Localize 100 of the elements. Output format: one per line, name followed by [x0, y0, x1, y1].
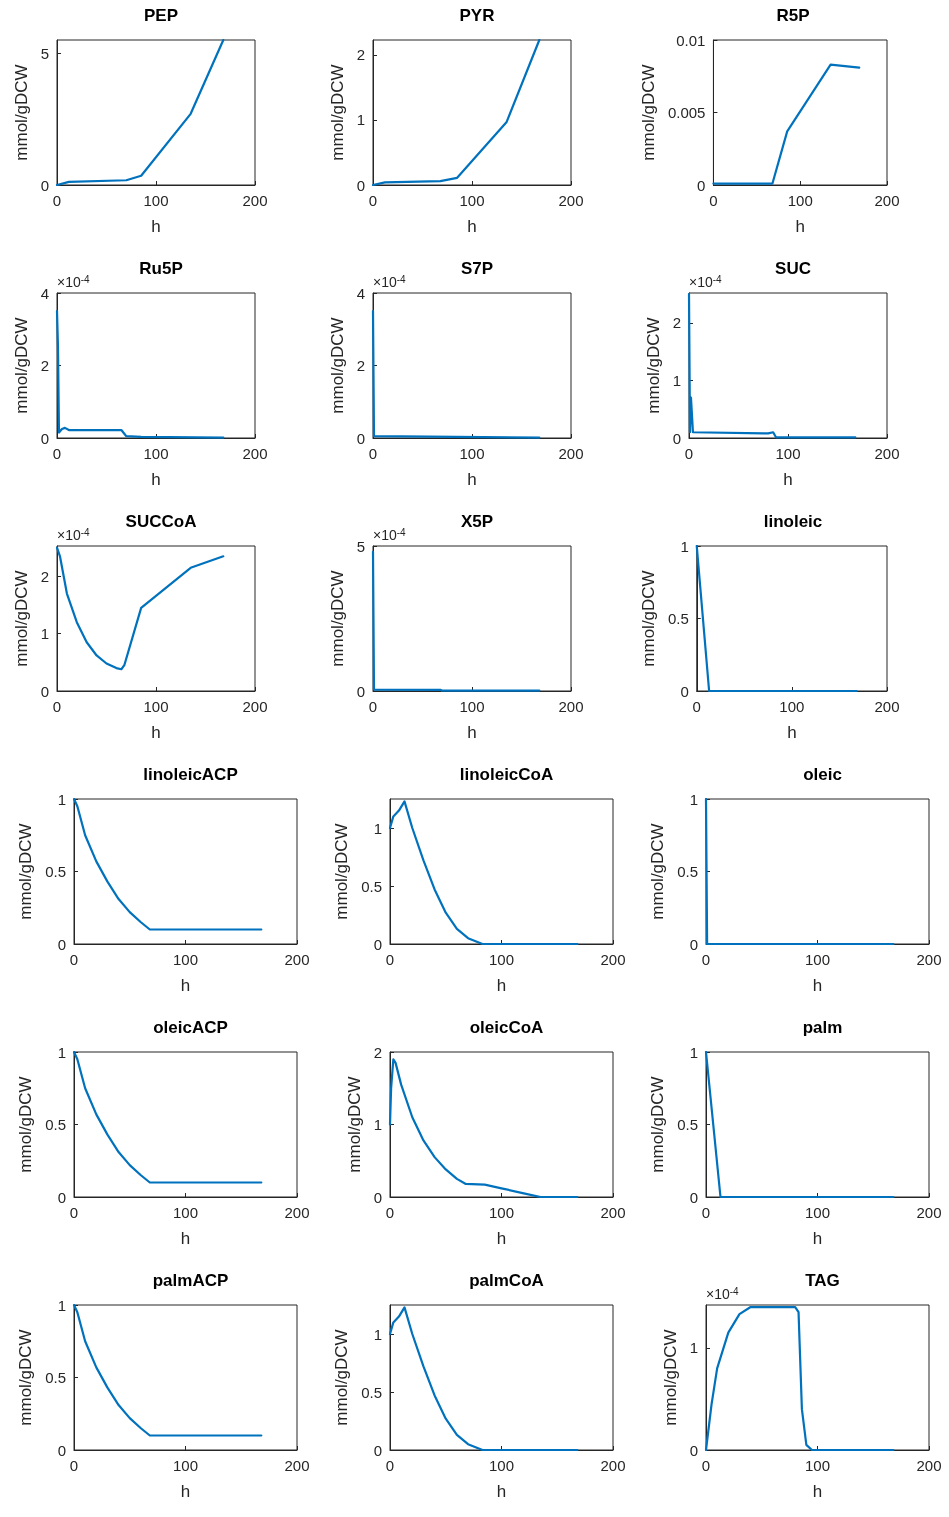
- x-axis-title: h: [812, 1482, 823, 1501]
- x-axis-title: h: [151, 470, 161, 489]
- x-axis-title: h: [812, 976, 823, 995]
- x-tick-label: 100: [804, 1204, 831, 1221]
- y-tick-label: 0: [57, 1441, 66, 1459]
- x-tick-label: 0: [69, 951, 79, 968]
- x-tick-label: 200: [284, 1457, 310, 1474]
- chart-title: X5P: [460, 512, 494, 531]
- y-tick-label: 2: [40, 567, 49, 585]
- x-tick-label: 100: [459, 698, 485, 715]
- y-tick-label: 0: [689, 935, 698, 953]
- y-tick-label: 0.005: [667, 104, 706, 121]
- x-axis-title: h: [180, 1229, 191, 1248]
- y-axis-title: mmol/gDCW: [344, 1076, 364, 1173]
- x-tick-label: 200: [874, 445, 900, 462]
- x-tick-label: 200: [874, 698, 900, 715]
- x-axis-title: h: [787, 723, 797, 742]
- x-axis-title: h: [151, 217, 161, 236]
- x-tick-label: 100: [459, 445, 485, 462]
- y-tick-label: 0: [40, 176, 49, 194]
- chart-title: TAG: [805, 1271, 840, 1290]
- chart-title: SUCCoA: [125, 512, 197, 531]
- y-tick-label: 1: [356, 111, 365, 129]
- x-axis-title: h: [783, 470, 793, 489]
- x-axis-title: h: [467, 723, 477, 742]
- y-tick-label: 0: [689, 1441, 698, 1459]
- y-tick-label: 1: [57, 790, 66, 808]
- x-tick-label: 200: [242, 698, 268, 715]
- line-series: [55, 546, 225, 671]
- line-series: [371, 550, 541, 692]
- y-tick-label: 0.5: [667, 610, 689, 627]
- x-tick-label: 100: [488, 1204, 515, 1221]
- x-tick-label: 200: [558, 445, 584, 462]
- y-tick-label: 0: [57, 1188, 66, 1206]
- y-tick-label: 2: [672, 314, 681, 332]
- y-tick-label: 0: [373, 1188, 382, 1206]
- y-tick-label: 2: [373, 1043, 382, 1061]
- y-tick-label: 1: [40, 625, 49, 643]
- y-axis-title: mmol/gDCW: [660, 1329, 680, 1426]
- y-tick-label: 1: [373, 1325, 382, 1343]
- x-axis-title: h: [496, 976, 507, 995]
- x-tick-label: 0: [69, 1457, 79, 1474]
- y-tick-label: 0.5: [45, 863, 66, 880]
- x-tick-label: 100: [172, 1457, 199, 1474]
- x-axis-title: h: [151, 723, 161, 742]
- chart-title: palm: [802, 1018, 843, 1037]
- x-tick-label: 200: [600, 1457, 626, 1474]
- y-axis-title: mmol/gDCW: [327, 317, 347, 414]
- y-tick-label: 2: [356, 46, 365, 64]
- x-axis-title: h: [496, 1482, 507, 1501]
- y-axis-title: mmol/gDCW: [332, 823, 352, 920]
- line-series: [72, 797, 263, 931]
- y-tick-label: 5: [356, 537, 365, 555]
- x-tick-label: 0: [385, 1457, 395, 1474]
- y-axis-title: mmol/gDCW: [643, 317, 663, 414]
- x-tick-label: 100: [804, 1457, 831, 1474]
- x-axis-title: h: [496, 1229, 507, 1248]
- chart-title: linoleicCoA: [459, 765, 554, 784]
- y-axis-title: mmol/gDCW: [16, 1329, 36, 1426]
- x-tick-label: 200: [558, 698, 584, 715]
- y-tick-label: 0: [373, 935, 382, 953]
- y-tick-label: 1: [689, 790, 698, 808]
- chart-title: palmACP: [152, 1271, 229, 1290]
- x-tick-label: 100: [787, 192, 813, 209]
- y-tick-label: 1: [689, 1043, 698, 1061]
- chart-title: S7P: [460, 259, 494, 278]
- chart-title: R5P: [776, 6, 810, 25]
- y-axis-title: mmol/gDCW: [332, 1329, 352, 1426]
- y-tick-label: 0.5: [677, 1116, 698, 1133]
- x-tick-label: 200: [600, 1204, 626, 1221]
- y-tick-label: 0.5: [361, 1383, 382, 1401]
- x-tick-label: 200: [916, 1204, 942, 1221]
- x-tick-label: 100: [143, 698, 169, 715]
- y-tick-label: 0: [356, 429, 365, 447]
- y-tick-label: 0: [356, 682, 365, 700]
- x-tick-label: 200: [242, 192, 268, 209]
- x-tick-label: 100: [779, 698, 805, 715]
- y-axis-title: mmol/gDCW: [327, 64, 347, 161]
- y-tick-label: 1: [57, 1296, 66, 1314]
- chart-title: linoleic: [763, 512, 823, 531]
- x-tick-label: 0: [69, 1204, 79, 1221]
- chart-title: oleic: [803, 765, 842, 784]
- y-axis-title: mmol/gDCW: [11, 317, 31, 414]
- x-tick-label: 100: [488, 1457, 515, 1474]
- x-axis-title: h: [467, 217, 477, 236]
- line-series: [72, 1050, 263, 1184]
- chart-title: oleicCoA: [469, 1018, 544, 1037]
- x-axis-title: h: [180, 976, 191, 995]
- y-tick-label: 0.5: [677, 863, 698, 880]
- line-series: [388, 1058, 579, 1199]
- y-axis-title: mmol/gDCW: [639, 64, 658, 161]
- line-series: [72, 1303, 263, 1437]
- y-axis-title: mmol/gDCW: [16, 1076, 36, 1173]
- y-tick-label: 0.5: [45, 1369, 66, 1386]
- x-tick-label: 100: [804, 951, 831, 968]
- y-tick-label: 2: [40, 357, 49, 374]
- x-axis-title: h: [467, 470, 477, 489]
- chart-title: PYR: [459, 6, 495, 25]
- x-tick-label: 100: [143, 445, 169, 462]
- y-tick-label: 5: [40, 44, 49, 62]
